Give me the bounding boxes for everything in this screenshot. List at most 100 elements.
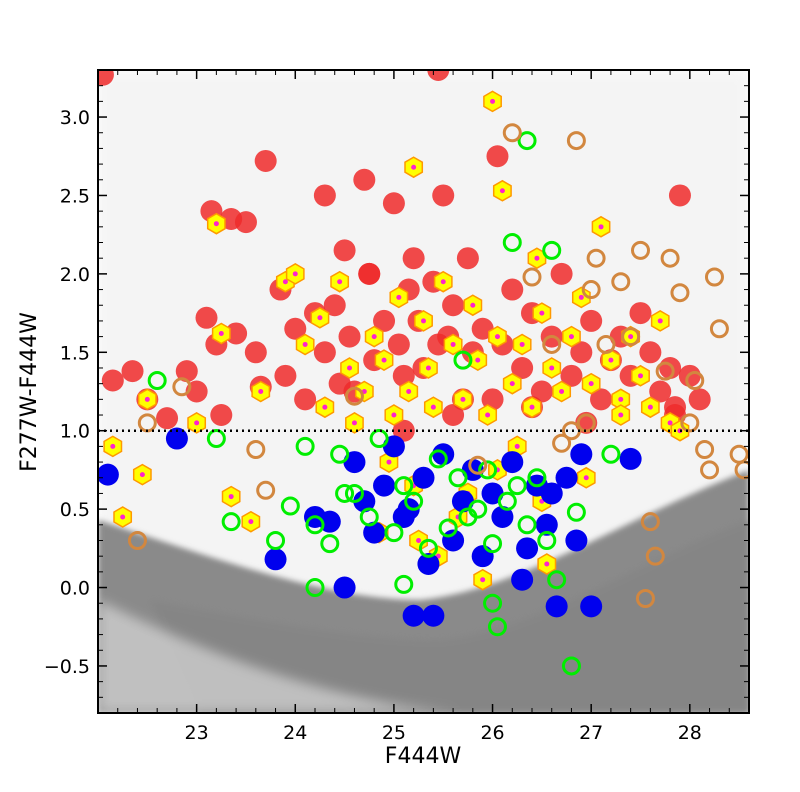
green-point: [221, 512, 241, 532]
yellow-point-center: [228, 494, 234, 500]
red-point: [432, 184, 455, 207]
green-point: [483, 534, 503, 554]
orange-point: [246, 440, 266, 460]
orange-point: [645, 546, 665, 566]
orange-point: [344, 386, 364, 406]
red-point: [313, 184, 336, 207]
orange-point: [685, 371, 705, 391]
green-point: [502, 233, 522, 253]
blue-point: [353, 490, 376, 513]
x-tick-label: 24: [283, 722, 307, 744]
blue-point: [580, 595, 603, 618]
yellow-point-center: [494, 334, 500, 340]
red-point: [688, 388, 711, 411]
green-point: [320, 534, 340, 554]
orange-point: [586, 248, 606, 268]
blue-point: [318, 510, 341, 533]
red-point: [294, 388, 317, 411]
blue-point: [491, 505, 514, 528]
red-point: [560, 364, 583, 387]
green-point: [295, 436, 315, 456]
yellow-point-center: [194, 420, 200, 426]
orange-point: [631, 240, 650, 260]
orange-point: [522, 267, 542, 287]
green-point: [561, 656, 581, 676]
yellow-point-center: [499, 188, 505, 194]
green-point: [394, 476, 414, 496]
orange-point: [552, 433, 572, 453]
blue-point: [516, 537, 539, 560]
red-point: [668, 184, 691, 207]
yellow-point-center: [391, 412, 397, 418]
blue-point: [343, 451, 366, 474]
red-point: [244, 341, 267, 364]
red-point: [358, 262, 381, 285]
blue-point: [545, 595, 568, 618]
green-point: [305, 578, 325, 598]
green-point: [566, 502, 586, 522]
yellow-point-center: [608, 357, 614, 363]
red-point: [195, 306, 218, 329]
green-point: [517, 515, 537, 535]
red-point: [284, 317, 307, 340]
orange-point: [576, 413, 596, 433]
x-tick-label: 25: [382, 722, 406, 744]
blue-point: [98, 463, 119, 486]
blue-point: [373, 474, 396, 497]
green-point: [438, 518, 458, 538]
blue-point: [451, 490, 474, 513]
y-tick-label: −0.5: [44, 656, 90, 678]
yellow-point-center: [598, 224, 604, 230]
red-point: [590, 388, 613, 411]
yellow-point-center: [578, 294, 584, 300]
red-point: [121, 360, 144, 383]
red-point: [427, 70, 450, 81]
yellow-point-center: [302, 341, 308, 347]
yellow-point-center: [322, 404, 328, 410]
orange-point: [542, 334, 562, 354]
blue-point: [412, 466, 435, 489]
green-point: [483, 593, 503, 613]
yellow-point-center: [144, 396, 150, 402]
yellow-point-center: [480, 577, 486, 583]
red-point: [323, 294, 346, 317]
x-tick-label: 27: [579, 722, 603, 744]
orange-point: [700, 460, 720, 480]
plot-frame: [97, 69, 750, 714]
blue-point: [402, 604, 425, 627]
blue-point: [471, 545, 494, 568]
yellow-point-center: [450, 341, 456, 347]
yellow-point-center: [347, 365, 353, 371]
background-locus-core: [150, 520, 749, 713]
yellow-point-center: [549, 365, 555, 371]
yellow-point-center: [519, 341, 525, 347]
orange-point: [172, 377, 192, 397]
yellow-point-center: [430, 404, 436, 410]
green-point: [344, 483, 364, 503]
orange-point: [635, 589, 655, 609]
yellow-point-center: [638, 373, 643, 379]
yellow-point-center: [647, 404, 653, 410]
green-point: [335, 483, 355, 503]
blue-point: [501, 451, 524, 474]
orange-point: [660, 248, 680, 268]
red-point: [338, 325, 361, 348]
y-tick-label: 2.0: [60, 264, 90, 286]
y-tick-label: 0.0: [60, 578, 90, 600]
yellow-point-center: [529, 404, 535, 410]
red-point: [442, 294, 465, 317]
green-point: [359, 507, 379, 527]
yellow-point-center: [490, 98, 496, 104]
y-tick-label: 3.0: [60, 107, 90, 129]
yellow-point-center: [440, 279, 446, 285]
yellow-point-center: [406, 389, 412, 394]
orange-point: [655, 361, 675, 381]
red-point: [353, 168, 376, 191]
blue-point: [382, 435, 405, 458]
green-point: [453, 350, 473, 370]
blue-point: [555, 466, 578, 489]
blue-point: [481, 482, 504, 505]
yellow-point-center: [588, 381, 594, 387]
yellow-point-center: [628, 334, 634, 340]
yellow-point-center: [583, 475, 589, 481]
